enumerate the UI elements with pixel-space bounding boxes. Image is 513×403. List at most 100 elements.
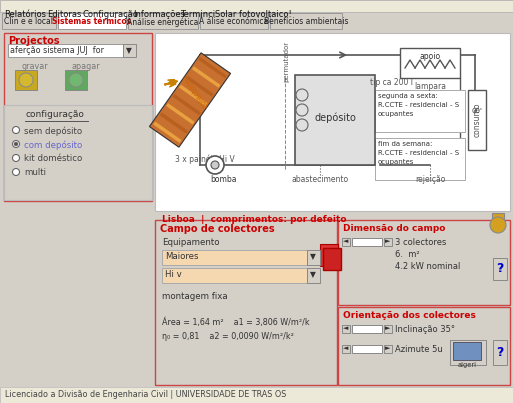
Text: Informações: Informações (133, 10, 185, 19)
Text: ▼: ▼ (126, 46, 132, 55)
Text: ocupantes: ocupantes (378, 111, 415, 117)
Bar (58, 13, 126, 29)
Bar (400, 48, 460, 78)
Bar (295, 75, 375, 165)
Text: Orientação dos colectores: Orientação dos colectores (343, 311, 476, 320)
Text: Área = 1,64 m²    a1 = 3,806 W/m²/k: Área = 1,64 m² a1 = 3,806 W/m²/k (162, 318, 310, 328)
Text: apoio: apoio (420, 52, 441, 61)
Circle shape (69, 73, 83, 87)
Text: A álise económica: A álise económica (200, 17, 269, 27)
Text: apagar: apagar (72, 62, 101, 71)
Text: ►: ► (385, 345, 391, 351)
Bar (2, 13, 56, 29)
Bar (128, 13, 198, 29)
Text: 4.2 kW nominal: 4.2 kW nominal (395, 262, 460, 271)
Circle shape (12, 141, 19, 147)
Text: segunda a sexta:: segunda a sexta: (378, 93, 438, 99)
Bar (155, 33, 510, 211)
Text: aferção sistema JUJ  for: aferção sistema JUJ for (10, 46, 104, 55)
Circle shape (12, 168, 19, 175)
Text: com depósito: com depósito (24, 140, 82, 150)
Bar (155, 220, 337, 385)
Text: ocupantes: ocupantes (378, 159, 415, 165)
Text: Azimute 5u: Azimute 5u (395, 345, 443, 354)
Text: Clin e e local: Clin e e local (5, 17, 53, 27)
Bar (307, 250, 320, 265)
Text: Benefícios ambientais: Benefícios ambientais (264, 17, 348, 27)
Bar (162, 250, 307, 265)
Text: Projectos: Projectos (8, 36, 60, 46)
Text: ▼: ▼ (310, 270, 316, 280)
Text: η₀ = 0,81    a2 = 0,0090 W/m²/k²: η₀ = 0,81 a2 = 0,0090 W/m²/k² (162, 332, 294, 341)
Text: ?: ? (496, 345, 504, 359)
Text: R.CCTE - residencial - S: R.CCTE - residencial - S (378, 150, 459, 156)
Bar (0, 0, 513, 12)
Text: Editoras: Editoras (47, 10, 82, 19)
Text: Inclinação 35°: Inclinação 35° (395, 325, 455, 334)
Text: lampara: lampara (414, 82, 446, 91)
Circle shape (211, 161, 219, 169)
Text: Equipamento: Equipamento (162, 238, 220, 247)
Text: Hi v: Hi v (165, 270, 182, 279)
Polygon shape (149, 53, 230, 147)
Bar (4, 33, 152, 201)
Bar (307, 268, 320, 283)
Bar (338, 220, 510, 305)
Text: montagem fixa: montagem fixa (162, 292, 228, 301)
Text: bomba: bomba (210, 175, 236, 184)
Bar (384, 325, 392, 333)
Circle shape (12, 154, 19, 162)
Bar (352, 325, 382, 333)
Bar (320, 244, 338, 266)
Circle shape (19, 73, 33, 87)
Bar (342, 238, 350, 246)
Text: permutador: permutador (283, 41, 289, 82)
Text: Lisboa  |  comprimentos: por defeito: Lisboa | comprimentos: por defeito (162, 215, 346, 224)
Bar (8, 44, 123, 57)
Bar (0, 387, 513, 403)
Bar (0, 12, 513, 30)
Bar (162, 268, 307, 283)
Text: ?: ? (496, 262, 504, 276)
Text: abastecimento: abastecimento (291, 175, 348, 184)
Bar (493, 258, 507, 280)
Text: ◄: ◄ (343, 325, 349, 331)
Text: configuração: configuração (25, 110, 84, 119)
Bar (493, 340, 507, 365)
Text: consumo: consumo (472, 103, 482, 137)
Text: 3 colectores: 3 colectores (395, 238, 446, 247)
Bar (375, 138, 465, 180)
Text: algeri: algeri (458, 362, 477, 368)
Bar (200, 13, 268, 29)
Text: R.CCTE - residencial - S: R.CCTE - residencial - S (378, 102, 459, 108)
Bar (342, 345, 350, 353)
Text: rejeição: rejeição (415, 175, 445, 184)
Text: Dimensão do campo: Dimensão do campo (343, 224, 445, 233)
Bar (384, 238, 392, 246)
Text: ◄: ◄ (343, 345, 349, 351)
Text: ►: ► (385, 238, 391, 244)
Circle shape (490, 217, 506, 233)
Text: colectores: colectores (180, 71, 210, 109)
Bar (323, 248, 341, 270)
Bar (492, 213, 504, 221)
Bar (352, 345, 382, 353)
Text: 3 x painéis Hi V: 3 x painéis Hi V (175, 155, 235, 164)
Text: Campo de colectores: Campo de colectores (160, 224, 274, 234)
Text: Solar fotovoltaico!: Solar fotovoltaico! (215, 10, 292, 19)
Text: fim da semana:: fim da semana: (378, 141, 432, 147)
Circle shape (12, 127, 19, 133)
Text: sem depósito: sem depósito (24, 126, 82, 135)
Text: Análise energética: Análise energética (127, 17, 199, 27)
Bar (65, 70, 87, 90)
Text: ▼: ▼ (310, 253, 316, 262)
Text: Terminci: Terminci (180, 10, 215, 19)
Circle shape (14, 142, 18, 146)
Text: Maiores: Maiores (165, 252, 199, 261)
Text: Configuração: Configuração (83, 10, 139, 19)
Text: ►: ► (385, 325, 391, 331)
Bar (468, 90, 486, 150)
Bar (15, 70, 37, 90)
Text: Sistemas térmicos: Sistemas térmicos (52, 17, 132, 27)
Text: tip ca 200 l: tip ca 200 l (370, 78, 413, 87)
